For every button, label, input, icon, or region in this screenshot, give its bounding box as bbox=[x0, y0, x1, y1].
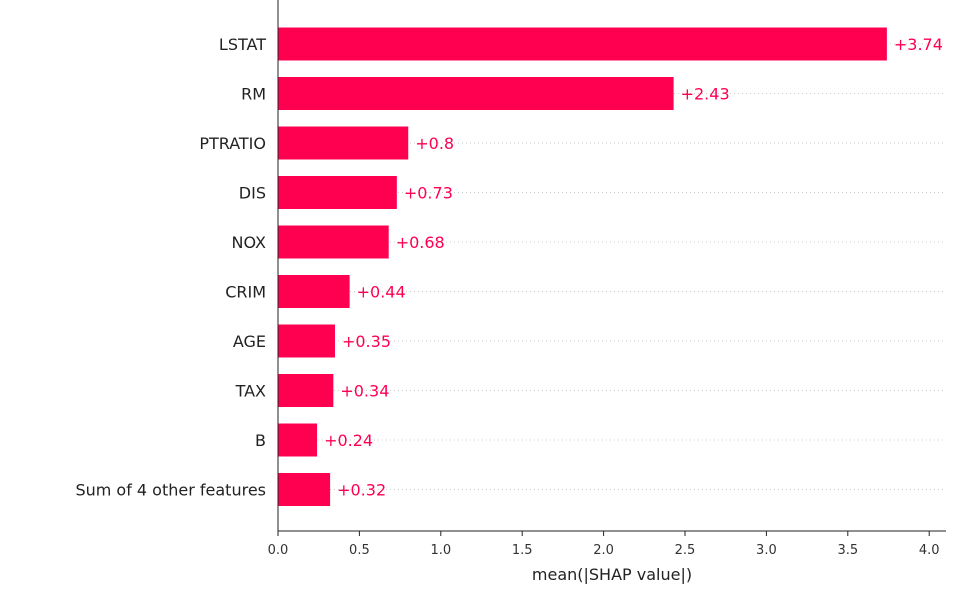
x-tick-label: 1.5 bbox=[512, 543, 533, 558]
x-tick-label: 2.5 bbox=[675, 543, 696, 558]
bar bbox=[278, 374, 334, 407]
x-tick-label: 0.5 bbox=[349, 543, 370, 558]
x-tick-label: 0.0 bbox=[268, 543, 289, 558]
category-label: LSTAT bbox=[219, 35, 266, 54]
value-label: +0.35 bbox=[342, 332, 391, 351]
bar bbox=[278, 275, 350, 308]
category-label: TAX bbox=[235, 382, 266, 401]
value-label: +0.34 bbox=[340, 382, 389, 401]
category-label: PTRATIO bbox=[199, 134, 266, 153]
bar bbox=[278, 324, 335, 358]
bar bbox=[278, 126, 409, 160]
bar bbox=[278, 473, 331, 506]
value-label: +0.8 bbox=[415, 134, 454, 153]
category-label: NOX bbox=[232, 233, 267, 252]
value-label: +0.73 bbox=[404, 184, 453, 203]
category-label: DIS bbox=[239, 184, 266, 203]
bar bbox=[278, 77, 674, 110]
x-tick-label: 3.5 bbox=[837, 543, 858, 558]
x-tick-label: 2.0 bbox=[593, 543, 614, 558]
category-label: CRIM bbox=[225, 283, 266, 302]
bar bbox=[278, 423, 318, 457]
x-tick-label: 1.0 bbox=[430, 543, 451, 558]
category-label: AGE bbox=[233, 332, 266, 351]
bar bbox=[278, 176, 397, 209]
value-label: +0.68 bbox=[396, 233, 445, 252]
category-label: B bbox=[255, 431, 266, 450]
bar bbox=[278, 225, 389, 259]
bar bbox=[278, 27, 887, 61]
x-tick-label: 3.0 bbox=[756, 543, 777, 558]
value-label: +3.74 bbox=[894, 35, 943, 54]
value-label: +0.32 bbox=[337, 481, 386, 500]
value-label: +2.43 bbox=[681, 85, 730, 104]
category-label: Sum of 4 other features bbox=[75, 481, 266, 500]
x-tick-label: 4.0 bbox=[919, 543, 940, 558]
x-axis-label: mean(|SHAP value|) bbox=[532, 565, 692, 584]
value-label: +0.44 bbox=[357, 283, 406, 302]
value-label: +0.24 bbox=[324, 431, 373, 450]
category-label: RM bbox=[241, 85, 266, 104]
